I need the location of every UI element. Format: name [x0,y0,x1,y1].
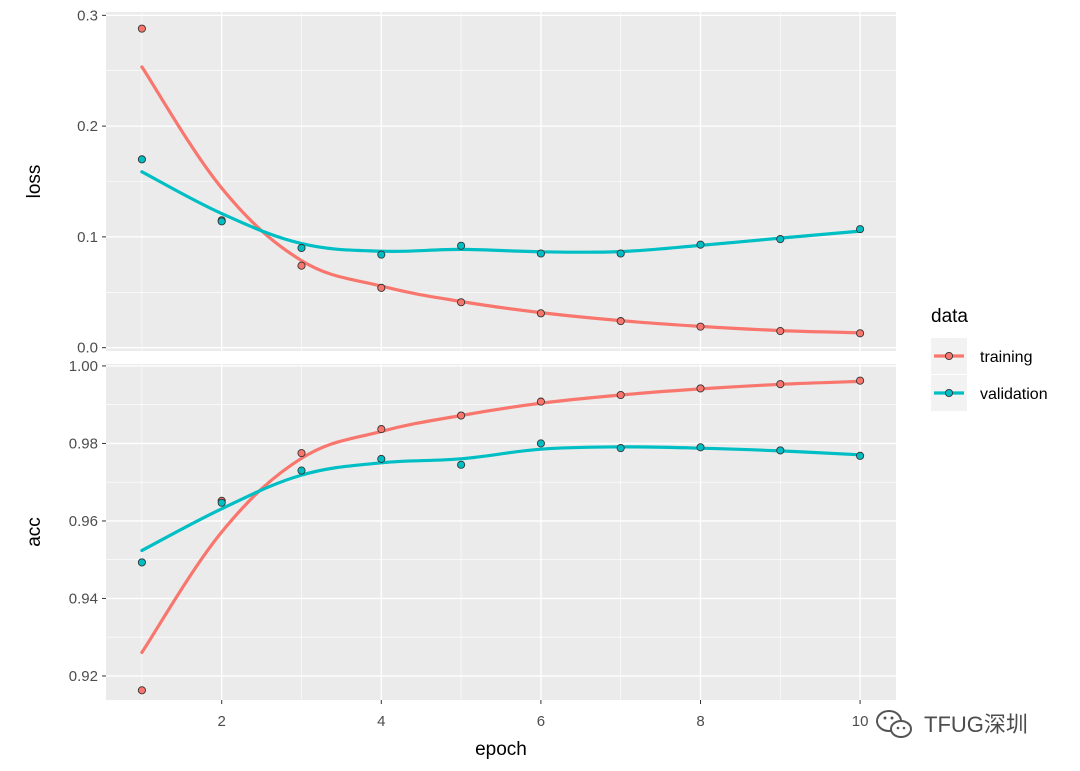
data-point-training [457,411,466,420]
data-point-validation [377,250,386,259]
data-point-validation [696,240,705,249]
data-point-training [776,327,785,336]
watermark-text: TFUG深圳 [924,712,1028,737]
data-point-training [616,317,625,326]
data-point-validation [217,498,226,507]
data-point-validation [457,460,466,469]
data-point-training [856,376,865,385]
y-tick-label: 0.3 [77,7,98,24]
legend-label: validation [980,386,1048,403]
data-point-training [297,261,306,270]
data-point-training [776,380,785,389]
legend-title: data [931,306,968,327]
data-point-validation [856,225,865,234]
x-tick-label: 10 [852,713,869,730]
y-tick-label: 0.96 [69,513,98,530]
data-point-training [137,24,146,33]
series-line-validation [140,170,862,254]
data-point-validation [137,155,146,164]
x-axis-title: epoch [475,739,527,760]
data-point-validation [297,243,306,253]
data-point-training [536,309,545,318]
x-tick-label: 6 [537,713,545,730]
data-point-training [536,397,545,406]
data-point-training [297,449,306,458]
data-point-validation [616,444,625,453]
data-point-training [696,322,705,331]
y-axis-title: acc [24,517,45,547]
y-tick-label: 1.00 [69,358,98,375]
y-tick-label: 0.2 [77,118,98,135]
data-point-validation [776,446,785,455]
data-point-validation [137,558,146,567]
y-axis-title: loss [24,165,45,199]
data-point-validation [217,217,226,226]
data-point-validation [536,439,545,448]
panel-loss: 0.0 0.1 0.2 0.3 loss [24,7,896,357]
series-line-validation [140,445,862,553]
data-point-validation [457,241,466,250]
data-point-training [856,329,865,338]
legend-key-point [944,388,954,398]
x-axis: 2 4 6 8 10 [218,700,869,730]
data-point-validation [856,451,865,460]
legend-key-point [944,351,954,361]
legend-item-training: training [931,338,1032,374]
data-point-validation [776,235,785,244]
data-point-training [377,425,386,434]
x-tick-label: 2 [218,713,226,730]
data-point-training [377,283,386,292]
x-tick-label: 8 [696,713,704,730]
data-point-training [616,390,625,400]
y-tick-label: 0.1 [77,229,98,246]
y-tick-label: 0.94 [69,590,98,607]
watermark: TFUG深圳 [876,710,1028,738]
data-point-validation [297,466,306,475]
y-tick-label: 0.0 [77,340,98,357]
wechat-icon [876,710,912,738]
facet-panels: 0.0 0.1 0.2 0.3 loss 0.92 0.94 0.96 0.98 1.00 acc [24,7,896,700]
legend: data training validation [931,306,1048,411]
series-line-training [140,379,862,654]
panel-acc: 0.92 0.94 0.96 0.98 1.00 acc [24,358,896,700]
legend-label: training [980,349,1032,366]
y-tick-label: 0.92 [69,668,98,685]
legend-item-validation: validation [931,375,1048,411]
data-point-training [137,686,146,695]
data-point-validation [377,454,386,463]
x-tick-label: 4 [377,713,385,730]
series-line-training [140,65,862,335]
data-point-training [457,298,466,307]
data-point-validation [696,443,705,452]
data-point-validation [536,249,545,258]
data-point-training [696,384,705,393]
data-point-validation [616,249,625,258]
panel-background [106,364,896,700]
y-tick-label: 0.98 [69,435,98,452]
